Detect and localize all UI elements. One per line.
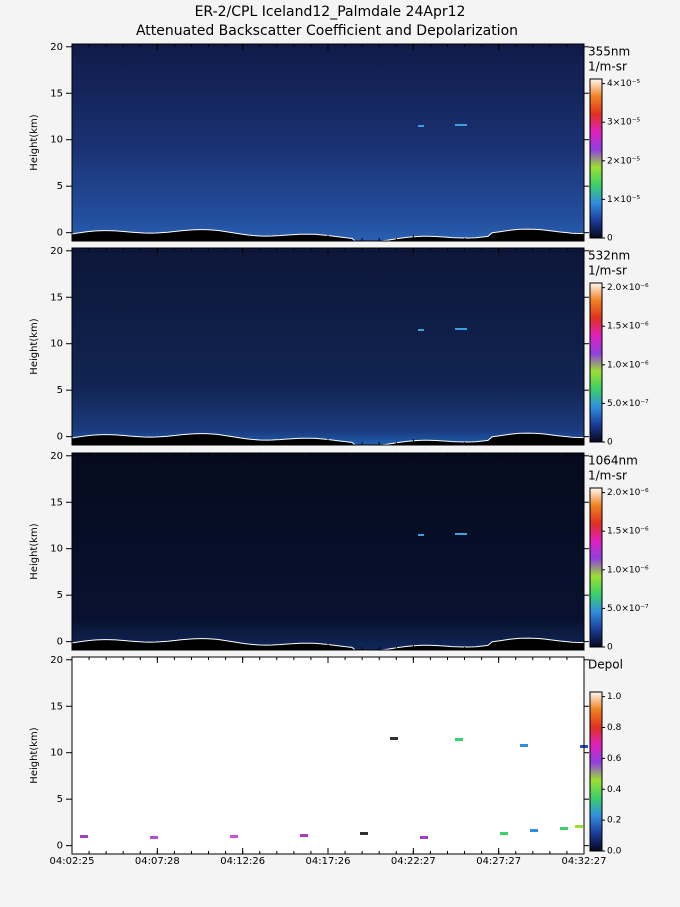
y-tick-label: 20 (50, 451, 63, 462)
colorbar-tick-label: 0.6 (607, 754, 622, 764)
y-tick-label: 15 (50, 88, 63, 99)
colorbar-tick-label: 0.4 (607, 785, 622, 795)
colorbar (589, 487, 603, 648)
colorbar-tick-label: 1.0×10⁻⁶ (607, 360, 649, 370)
y-tick-label: 0 (57, 228, 63, 239)
colorbar-tick-label: 0 (607, 438, 613, 448)
depol-speck (80, 835, 88, 838)
depol-speck (360, 832, 368, 835)
chart-subtitle: Attenuated Backscatter Coefficient and D… (136, 23, 518, 39)
y-tick-label: 10 (50, 339, 63, 350)
colorbar-tick-label: 1.5×10⁻⁶ (607, 527, 649, 537)
colorbar-tick-label: 0.8 (607, 723, 622, 733)
chart-title: ER-2/CPL Iceland12_Palmdale 24Apr12 (195, 4, 466, 20)
x-tick-label: 04:07:28 (135, 856, 180, 867)
colorbar-tick-label: 5.0×10⁻⁷ (607, 399, 649, 409)
colorbar (589, 282, 603, 443)
y-tick-label: 0 (57, 841, 63, 852)
depol-speck (520, 744, 528, 747)
colorbar-tick-label: 0.0 (607, 847, 622, 857)
colorbar (589, 691, 603, 852)
y-axis-label: Height(km) (29, 114, 40, 170)
depol-speck (230, 835, 238, 838)
depol-speck (575, 825, 583, 828)
depol-speck (500, 832, 508, 835)
y-tick-label: 20 (50, 246, 63, 257)
depol-speck (455, 738, 463, 741)
colorbar (589, 78, 603, 239)
y-tick-label: 10 (50, 544, 63, 555)
colorbar-tick-label: 0 (607, 643, 613, 653)
colorbar-tick-label: 4×10⁻⁵ (607, 79, 640, 89)
colorbar-tick-label: 1.5×10⁻⁶ (607, 322, 649, 332)
y-axis-label: Height(km) (29, 727, 40, 783)
colorbar-tick-label: 1.0 (607, 692, 622, 702)
curtain-field (72, 453, 584, 650)
colorbar-label: Depol (588, 658, 623, 672)
curtain-field (72, 657, 584, 854)
y-tick-label: 20 (50, 655, 63, 666)
x-tick-label: 04:32:27 (562, 856, 607, 867)
colorbar-tick-label: 5.0×10⁻⁷ (607, 604, 649, 614)
cloud (455, 124, 467, 126)
cloud (418, 329, 424, 331)
curtain-field (72, 248, 584, 445)
cloud (455, 533, 467, 535)
x-tick-label: 04:02:25 (50, 856, 95, 867)
y-tick-label: 5 (57, 590, 63, 601)
colorbar-tick-label: 2×10⁻⁵ (607, 156, 640, 166)
colorbar-tick-label: 2.0×10⁻⁶ (607, 283, 649, 293)
y-tick-label: 5 (57, 181, 63, 192)
depol-speck (560, 827, 568, 830)
cloud (418, 125, 424, 127)
colorbar-tick-label: 3×10⁻⁵ (607, 118, 640, 128)
colorbar-label: 1064nm (588, 454, 638, 468)
y-tick-label: 0 (57, 432, 63, 443)
colorbar-label: 355nm (588, 45, 630, 59)
x-tick-label: 04:27:27 (476, 856, 521, 867)
colorbar-units: 1/m-sr (588, 469, 627, 483)
colorbar-tick-label: 0 (607, 234, 613, 244)
y-tick-label: 10 (50, 135, 63, 146)
depol-speck (420, 836, 428, 839)
colorbar-units: 1/m-sr (588, 264, 627, 278)
colorbar-tick-label: 0.2 (607, 816, 621, 826)
colorbar-tick-label: 2.0×10⁻⁶ (607, 488, 649, 498)
y-tick-label: 5 (57, 794, 63, 805)
x-tick-label: 04:17:26 (306, 856, 351, 867)
depol-speck (530, 829, 538, 832)
y-tick-label: 15 (50, 701, 63, 712)
x-tick-label: 04:12:26 (220, 856, 265, 867)
y-axis-label: Height(km) (29, 318, 40, 374)
colorbar-tick-label: 1.0×10⁻⁶ (607, 565, 649, 575)
x-tick-label: 04:22:27 (391, 856, 436, 867)
y-tick-label: 5 (57, 385, 63, 396)
depol-speck (300, 834, 308, 837)
y-axis-label: Height(km) (29, 523, 40, 579)
colorbar-label: 532nm (588, 249, 630, 263)
y-tick-label: 15 (50, 292, 63, 303)
cloud (418, 534, 424, 536)
cloud (455, 328, 467, 330)
y-tick-label: 15 (50, 497, 63, 508)
colorbar-units: 1/m-sr (588, 60, 627, 74)
depol-speck (150, 836, 158, 839)
y-tick-label: 10 (50, 748, 63, 759)
y-tick-label: 20 (50, 42, 63, 53)
depol-speck (390, 737, 398, 740)
colorbar-tick-label: 1×10⁻⁵ (607, 195, 640, 205)
y-tick-label: 0 (57, 637, 63, 648)
curtain-field (72, 44, 584, 241)
